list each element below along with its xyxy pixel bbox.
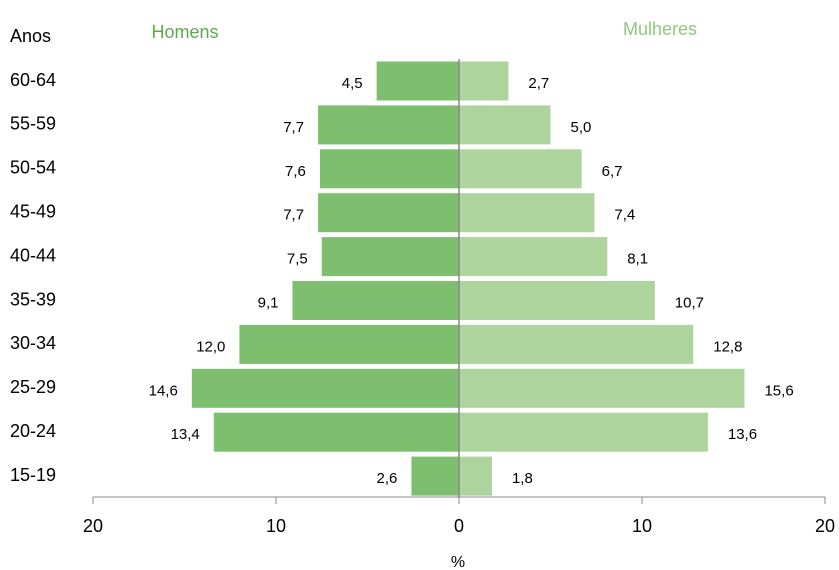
bar: [459, 281, 655, 320]
x-tick-label: 20: [83, 516, 103, 536]
bar: [318, 105, 459, 145]
bar: [321, 237, 459, 277]
x-axis-label: %: [451, 554, 465, 570]
data-label: 9,1: [258, 294, 279, 311]
bar: [411, 456, 459, 496]
bar: [459, 149, 582, 189]
data-label: 2,6: [377, 470, 398, 487]
data-label: 8,1: [627, 251, 648, 268]
data-label: 7,4: [614, 207, 635, 224]
data-label: 7,5: [287, 251, 308, 268]
data-label: 10,7: [675, 294, 704, 311]
data-label: 15,6: [764, 382, 793, 399]
x-tick-label: 10: [266, 516, 286, 536]
legend-entry: Mulheres: [623, 19, 697, 39]
data-label: 2,7: [528, 75, 549, 92]
bar: [459, 324, 694, 364]
legend-entry: Homens: [151, 22, 218, 42]
bar: [318, 193, 459, 233]
data-label: 4,5: [342, 75, 363, 92]
bar: [376, 61, 459, 101]
y-tick-label: 45-49: [10, 201, 56, 221]
y-tick-label: 55-59: [10, 114, 56, 134]
y-tick-label: 35-39: [10, 289, 56, 309]
bar: [292, 281, 459, 320]
bar: [459, 412, 708, 452]
data-label: 6,7: [602, 163, 623, 180]
bar: [459, 237, 608, 277]
y-tick-label: 60-64: [10, 70, 56, 90]
x-tick-label: 20: [815, 516, 835, 536]
data-label: 7,6: [285, 163, 306, 180]
bar: [319, 149, 459, 189]
bar: [459, 61, 509, 101]
bar: [459, 193, 595, 233]
bar: [213, 412, 459, 452]
y-tick-label: 15-19: [10, 465, 56, 485]
data-label: 7,7: [283, 207, 304, 224]
y-axis-label: Anos: [10, 26, 51, 46]
x-tick-label: 0: [454, 516, 464, 536]
y-tick-label: 30-34: [10, 333, 56, 353]
y-tick-label: 25-29: [10, 377, 56, 397]
bar: [239, 324, 459, 364]
data-label: 13,6: [728, 426, 757, 443]
data-label: 7,7: [283, 119, 304, 136]
bar: [459, 456, 492, 496]
data-label: 14,6: [149, 382, 178, 399]
bar: [191, 368, 459, 408]
y-tick-label: 50-54: [10, 158, 56, 178]
bar: [459, 368, 745, 408]
y-tick-label: 40-44: [10, 245, 56, 265]
data-label: 12,0: [196, 338, 225, 355]
data-label: 12,8: [713, 338, 742, 355]
data-label: 5,0: [571, 119, 592, 136]
y-tick-label: 20-24: [10, 421, 56, 441]
data-label: 1,8: [512, 470, 533, 487]
data-label: 13,4: [171, 426, 200, 443]
x-tick-label: 10: [632, 516, 652, 536]
bar: [459, 105, 551, 145]
